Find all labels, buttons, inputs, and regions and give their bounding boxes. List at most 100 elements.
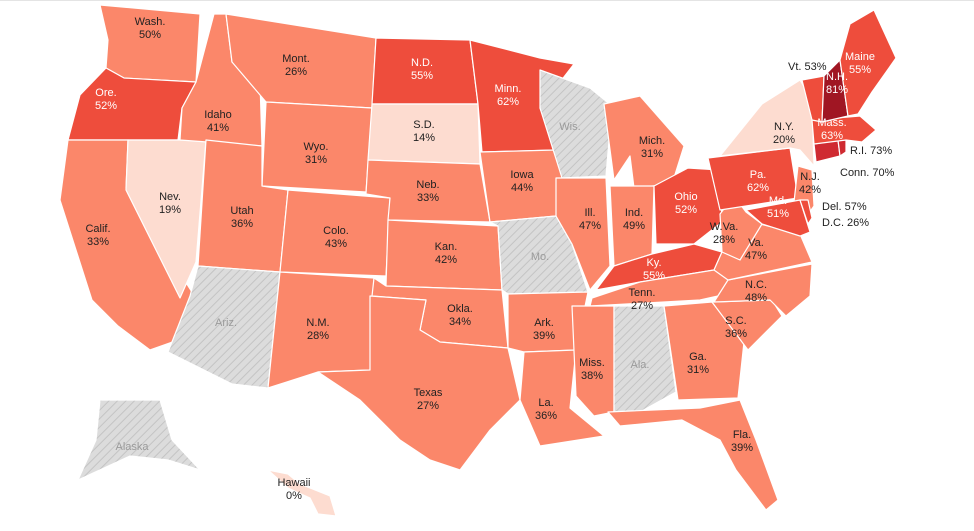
state-name: Ga. (689, 351, 707, 363)
state-label-vt: Vt. 53% (788, 61, 827, 73)
state-name: Tenn. (629, 287, 656, 299)
state-label-al: Ala. (631, 359, 650, 371)
state-name: Maine (845, 51, 875, 63)
state-label-la: La. 36% (535, 397, 557, 422)
state-name: Mass. (817, 117, 846, 129)
state-label-nd: N.D. 55% (411, 57, 433, 82)
state-value: 31% (687, 364, 709, 376)
state-label-ne: Neb. 33% (416, 179, 439, 204)
state-nc[interactable] (713, 263, 813, 317)
state-label-oh: Ohio 52% (674, 191, 697, 216)
state-label-nc: N.C. 48% (745, 279, 767, 304)
state-label-nm: N.M. 28% (306, 317, 329, 342)
state-name: Utah (230, 205, 253, 217)
state-name: La. (538, 397, 553, 409)
state-value: 62% (747, 182, 769, 194)
state-value: 39% (533, 330, 555, 342)
state-value: 20% (773, 134, 795, 146)
state-value: 33% (417, 192, 439, 204)
state-name: Fla. (733, 429, 751, 441)
state-name: Pa. (750, 169, 767, 181)
state-value: 14% (413, 132, 435, 144)
state-label-az: Ariz. (215, 317, 237, 329)
state-value: 19% (159, 204, 181, 216)
state-label-or: Ore. 52% (95, 87, 117, 112)
state-ak[interactable] (77, 399, 201, 481)
state-value: 47% (745, 250, 767, 262)
state-value: 81% (826, 84, 848, 96)
state-value: 31% (305, 154, 327, 166)
state-label-sc: S.C. 36% (725, 315, 747, 340)
state-name: Wash. (135, 16, 166, 28)
state-name: Colo. (323, 225, 349, 237)
state-value: 0% (286, 490, 302, 502)
state-me[interactable] (839, 9, 897, 117)
state-label-ga: Ga. 31% (687, 351, 709, 376)
state-name: Md. (769, 195, 787, 207)
state-name: Kan. (435, 241, 458, 253)
state-name: Ore. (95, 87, 116, 99)
state-hi[interactable] (267, 469, 337, 517)
state-ma[interactable] (811, 115, 877, 145)
state-name: Miss. (579, 357, 605, 369)
state-al[interactable] (613, 305, 677, 417)
state-value: 42% (799, 184, 821, 196)
state-value: 51% (767, 208, 789, 220)
state-label-in: Ind. 49% (623, 207, 645, 232)
state-label-mt: Mont. 26% (282, 53, 310, 78)
state-name: N.M. (306, 317, 329, 329)
state-name: Nev. (159, 191, 181, 203)
state-name: S.D. (413, 119, 434, 131)
state-value: 55% (411, 70, 433, 82)
state-label-hi: Hawaii 0% (277, 477, 310, 502)
state-name: Mont. (282, 53, 310, 65)
state-name: Ariz. (215, 317, 237, 329)
state-or[interactable] (67, 67, 197, 141)
state-de[interactable] (799, 199, 813, 225)
state-label-ri: R.I. 73% (850, 145, 892, 157)
state-label-wy: Wyo. 31% (304, 141, 329, 166)
state-value: 39% (731, 442, 753, 454)
state-value: 55% (643, 270, 665, 282)
state-label-ut: Utah 36% (230, 205, 253, 230)
state-value: 44% (511, 182, 533, 194)
state-name: N.H. (826, 71, 848, 83)
state-md[interactable] (745, 199, 811, 237)
state-ms[interactable] (571, 305, 615, 417)
state-value: 36% (535, 410, 557, 422)
state-label-ms: Miss. 38% (579, 357, 605, 382)
state-value: 52% (675, 204, 697, 216)
state-name: S.C. (725, 315, 746, 327)
state-value: 38% (581, 370, 603, 382)
state-name: Hawaii (277, 477, 310, 489)
state-name: Minn. (495, 83, 522, 95)
state-name: Neb. (416, 179, 439, 191)
state-value: 41% (207, 122, 229, 134)
state-label-ma: Mass. 63% (817, 117, 846, 142)
state-label-nj: N.J. 42% (799, 171, 821, 196)
state-name: Calif. (85, 223, 110, 235)
state-value: 50% (139, 29, 161, 41)
state-label-id: Idaho 41% (204, 109, 232, 134)
state-value: 36% (231, 218, 253, 230)
state-label-wa: Wash. 50% (135, 16, 166, 41)
state-value: 49% (623, 220, 645, 232)
state-tx[interactable] (317, 295, 521, 471)
top-divider (0, 0, 974, 1)
state-name: Iowa (510, 169, 534, 181)
state-label-md: Md. 51% (767, 195, 789, 220)
state-fl[interactable] (607, 399, 779, 511)
state-label-nh: N.H. 81% (826, 71, 848, 96)
state-il[interactable] (555, 177, 611, 291)
state-label-mi: Mich. 31% (639, 135, 665, 160)
state-label-nv: Nev. 19% (159, 191, 181, 216)
state-ga[interactable] (663, 301, 745, 401)
state-wi[interactable] (539, 69, 613, 179)
state-label-va: Va. 47% (745, 237, 767, 262)
state-label-ks: Kan. 42% (435, 241, 458, 266)
state-value: 26% (285, 66, 307, 78)
state-ri[interactable] (837, 139, 847, 157)
state-value: 42% (435, 254, 457, 266)
state-label-wv: W.Va. 28% (710, 221, 739, 246)
